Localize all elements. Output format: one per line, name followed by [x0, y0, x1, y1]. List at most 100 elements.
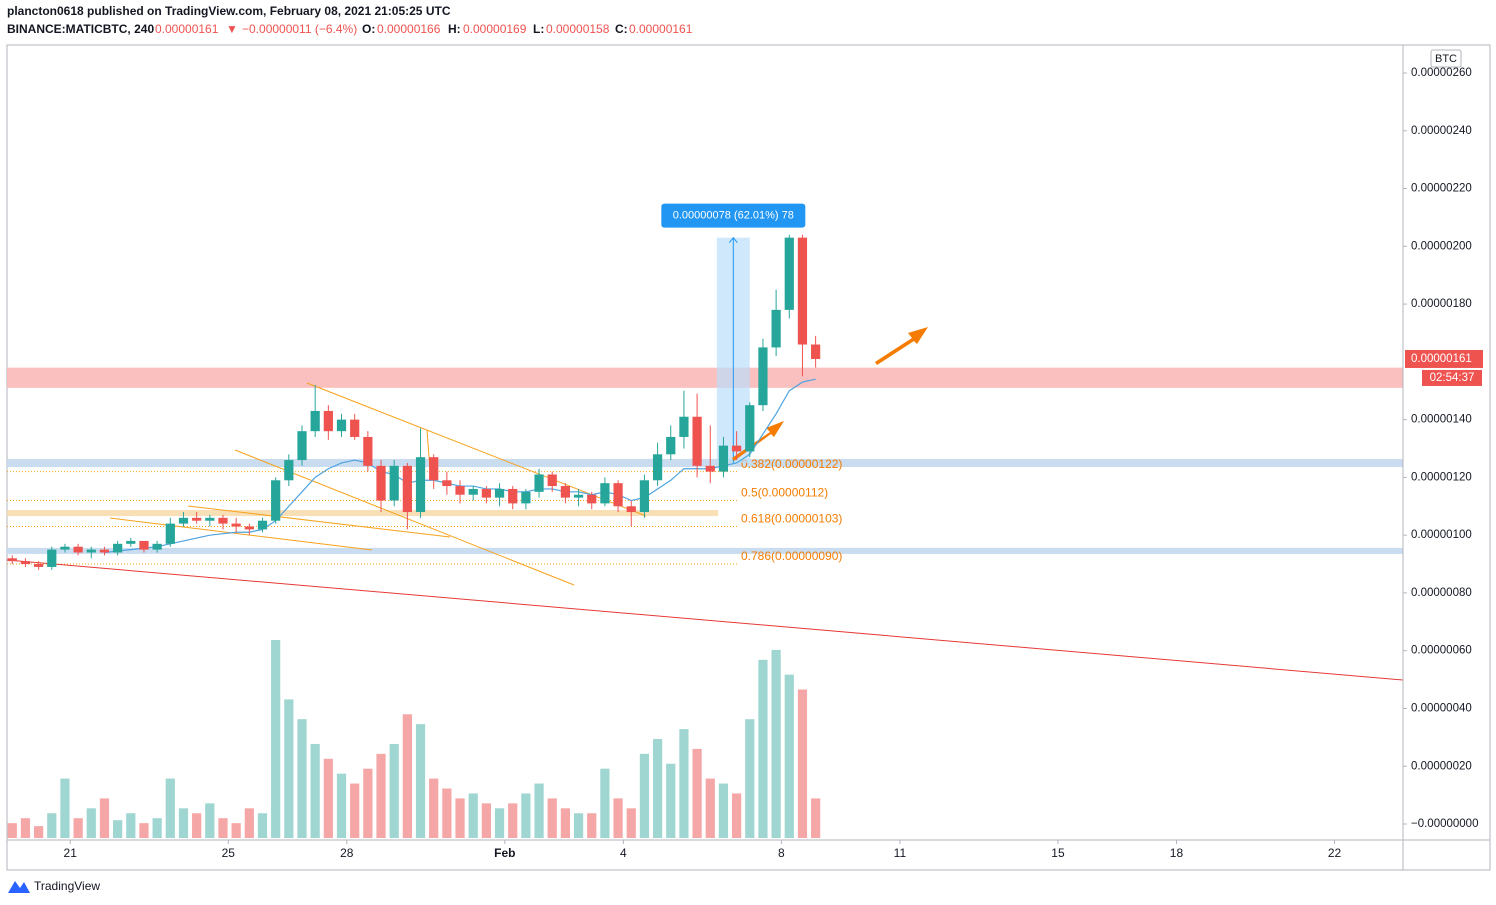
candle-body: [771, 309, 781, 348]
volume-bar: [481, 803, 491, 838]
candle-body: [323, 410, 333, 432]
volume-bar: [547, 798, 557, 838]
candle-body: [705, 465, 715, 472]
zones: [7, 367, 1403, 554]
fib: 0.382(0.00000122) 0.5(0.00000112) 0.618(0.…: [7, 457, 842, 565]
volume-bar: [205, 803, 215, 838]
symbol-line: BINANCE:MATICBTC, 240 0.00000161 ▼ −0.00…: [7, 22, 693, 36]
candle-body: [165, 523, 175, 544]
symbol: BINANCE:MATICBTC, 240: [7, 22, 154, 36]
price-tag-box: [1405, 349, 1483, 368]
candle-body: [113, 543, 123, 553]
volume-bar: [126, 813, 136, 838]
change: −0.00000011 (−6.4%): [242, 22, 357, 36]
volume-bar: [468, 793, 478, 838]
candle-body: [731, 445, 742, 452]
candle-body: [126, 540, 136, 544]
candle-body: [573, 494, 584, 498]
candle-body: [560, 486, 571, 498]
candle-body: [152, 543, 162, 550]
footer-logo: TradingView: [8, 879, 100, 893]
x-tick-label: Feb: [494, 846, 515, 860]
y-tick-label: 0.00000040: [1411, 702, 1472, 714]
trend-line: [187, 505, 451, 538]
volume-bar: [336, 773, 347, 838]
countdown-box: [1422, 369, 1482, 386]
trend-line: [6, 559, 1404, 681]
candle-body: [745, 405, 755, 452]
volume-bar: [310, 743, 320, 838]
x-tick-label: 22: [1328, 846, 1342, 860]
volume-bar: [152, 818, 162, 838]
volume-bar: [811, 798, 821, 838]
y-tick-label: 0.00000140: [1411, 414, 1472, 426]
candle-body: [297, 431, 307, 461]
candle-body: [205, 517, 215, 521]
candle-body: [7, 558, 17, 562]
volume-bar: [271, 640, 281, 838]
candle-body: [257, 520, 268, 530]
candle-body: [494, 488, 505, 498]
x-tick-label: 4: [620, 846, 627, 860]
candle-body: [666, 436, 676, 455]
y-tick-label: 0.00000100: [1411, 529, 1472, 541]
fib-label: 0.786(0.00000090): [741, 549, 842, 563]
volume-bar: [192, 813, 202, 838]
y-tick-label: 0.00000260: [1411, 67, 1472, 79]
volume-bar: [47, 813, 57, 838]
volume-bar: [231, 823, 241, 838]
y-tick-label: 0.00000020: [1411, 760, 1472, 772]
y-tick-label: 0.00000220: [1411, 183, 1472, 195]
brand: TradingView: [34, 879, 100, 893]
volume-bar: [692, 748, 702, 838]
volume-bar: [745, 719, 755, 838]
volume-bar: [758, 659, 768, 838]
candle-body: [639, 480, 650, 513]
volume-bar: [573, 813, 584, 838]
author-line: plancton0618 published on TradingView.co…: [7, 4, 451, 18]
volume-bar: [218, 818, 228, 838]
candle-body: [336, 419, 347, 432]
open: 0.00000166: [377, 22, 441, 36]
candle-body: [244, 526, 254, 530]
candles: [7, 234, 821, 570]
volume-bar: [20, 818, 31, 838]
x-tick-label: 11: [894, 846, 907, 860]
countdown: 02:54:37: [1430, 372, 1475, 384]
x-tick-label: 15: [1051, 846, 1065, 860]
volume-bar: [679, 729, 689, 838]
arrow: [875, 327, 928, 365]
logo-icon: [8, 881, 30, 893]
volume-bar: [600, 768, 610, 838]
volume-bar: [429, 778, 439, 838]
volume-bar: [797, 689, 808, 838]
candle-body: [231, 523, 241, 527]
volume-bar: [7, 823, 17, 838]
y-tick-label: 0.00000200: [1411, 240, 1472, 252]
candle-body: [442, 480, 452, 487]
volume-bar: [363, 768, 373, 838]
candle-body: [20, 561, 31, 565]
candle-body: [811, 344, 821, 359]
candle-body: [376, 465, 386, 501]
volume-bar: [99, 798, 110, 838]
candle-body: [587, 494, 597, 504]
candle-body: [679, 416, 689, 437]
last: 0.00000161: [155, 22, 219, 36]
measure-label: 0.00000078 (62.01%) 78: [673, 210, 794, 222]
candle-body: [415, 457, 426, 513]
volume-bar: [705, 778, 715, 838]
volume-bar: [165, 778, 175, 838]
candle-body: [508, 488, 518, 504]
candle-body: [99, 549, 110, 553]
volume-bar: [771, 649, 781, 838]
volume-bar: [60, 778, 70, 838]
volume-bar: [494, 808, 505, 838]
candle-body: [797, 237, 808, 345]
fib-label: 0.5(0.00000112): [741, 486, 828, 500]
volume-bar: [652, 739, 663, 838]
candle-body: [60, 546, 70, 550]
candle-body: [626, 506, 636, 513]
candle-body: [600, 483, 610, 504]
